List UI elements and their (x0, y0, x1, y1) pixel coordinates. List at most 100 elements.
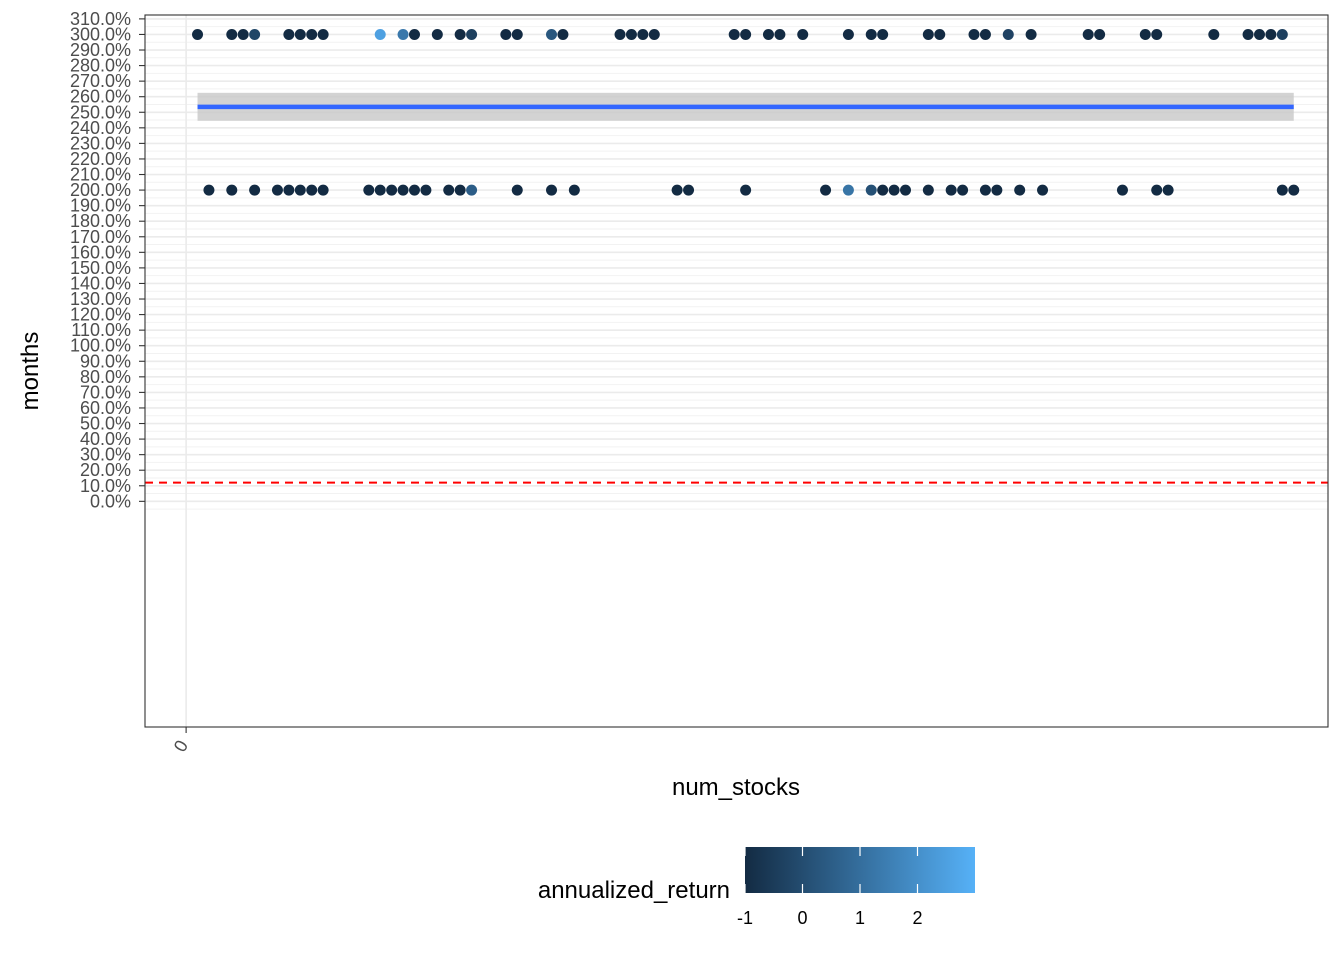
data-point (1025, 28, 1037, 40)
y-tick-label: 270.0% (70, 71, 131, 91)
data-point (728, 28, 740, 40)
data-point (397, 28, 409, 40)
data-point (865, 184, 877, 196)
y-tick-label: 290.0% (70, 40, 131, 60)
y-axis: 0.0%10.0%20.0%30.0%40.0%50.0%60.0%70.0%8… (70, 9, 145, 511)
y-tick-label: 250.0% (70, 102, 131, 122)
data-point (1151, 28, 1163, 40)
data-point (957, 184, 969, 196)
data-point (192, 28, 204, 40)
data-point (1082, 28, 1094, 40)
data-point (1037, 184, 1049, 196)
data-point (203, 184, 215, 196)
y-tick-label: 40.0% (80, 429, 131, 449)
y-tick-label: 210.0% (70, 165, 131, 185)
data-point (1265, 28, 1277, 40)
data-point (820, 184, 832, 196)
data-point (294, 28, 306, 40)
data-point (922, 184, 934, 196)
y-tick-label: 260.0% (70, 87, 131, 107)
y-tick-label: 180.0% (70, 211, 131, 231)
data-point (1139, 28, 1151, 40)
data-point (797, 28, 809, 40)
data-point (1288, 184, 1300, 196)
data-point (865, 28, 877, 40)
y-tick-label: 220.0% (70, 149, 131, 169)
data-point (671, 184, 683, 196)
data-point (466, 28, 478, 40)
data-point (842, 184, 854, 196)
data-point (249, 184, 261, 196)
data-point (1276, 184, 1288, 196)
data-point (226, 184, 238, 196)
data-point (546, 28, 558, 40)
data-point (945, 184, 957, 196)
data-point (374, 28, 386, 40)
data-point (877, 184, 889, 196)
data-point (466, 184, 478, 196)
y-tick-label: 70.0% (80, 382, 131, 402)
data-point (397, 184, 409, 196)
data-point (683, 184, 695, 196)
data-point (454, 28, 466, 40)
y-tick-label: 110.0% (71, 320, 131, 340)
x-axis-title: num_stocks (672, 774, 800, 801)
y-tick-label: 60.0% (80, 398, 131, 418)
plot-layer (145, 28, 1328, 484)
data-point (283, 184, 295, 196)
y-tick-label: 190.0% (70, 196, 131, 216)
data-point (386, 184, 398, 196)
data-point (968, 28, 980, 40)
data-point (500, 28, 512, 40)
y-tick-label: 90.0% (80, 351, 131, 371)
x-axis: 0 (170, 727, 192, 755)
data-point (1151, 184, 1163, 196)
data-point (979, 28, 991, 40)
data-point (363, 184, 375, 196)
data-point (568, 184, 580, 196)
data-point (317, 184, 329, 196)
data-point (420, 184, 432, 196)
data-point (762, 28, 774, 40)
data-point (614, 28, 626, 40)
y-axis-title: months (17, 332, 44, 411)
grid-major (145, 15, 1328, 727)
data-point (1002, 28, 1014, 40)
data-point (226, 28, 238, 40)
data-point (648, 28, 660, 40)
y-tick-label: 80.0% (80, 367, 131, 387)
data-point (740, 184, 752, 196)
data-point (991, 184, 1003, 196)
data-point (443, 184, 455, 196)
data-point (306, 28, 318, 40)
panel-border (144, 14, 1329, 728)
data-point (740, 28, 752, 40)
data-point (1014, 184, 1026, 196)
data-point (237, 28, 249, 40)
data-point (271, 184, 283, 196)
y-tick-label: 130.0% (70, 289, 131, 309)
data-point (249, 28, 261, 40)
data-point (294, 184, 306, 196)
data-point (374, 184, 386, 196)
data-point (317, 28, 329, 40)
y-tick-label: 150.0% (70, 258, 131, 278)
data-point (774, 28, 786, 40)
data-point (888, 184, 900, 196)
data-point (934, 28, 946, 40)
y-tick-label: 10.0% (80, 476, 131, 496)
points-layer (192, 28, 1300, 196)
y-tick-label: 170.0% (70, 227, 131, 247)
legend-tick-label: -1 (737, 908, 753, 928)
y-tick-label: 230.0% (70, 133, 131, 153)
data-point (1116, 184, 1128, 196)
x-tick-label: 0 (170, 737, 192, 756)
data-point (1094, 28, 1106, 40)
data-point (557, 28, 569, 40)
data-point (1162, 184, 1174, 196)
data-point (1276, 28, 1288, 40)
data-point (1253, 28, 1265, 40)
data-point (625, 28, 637, 40)
